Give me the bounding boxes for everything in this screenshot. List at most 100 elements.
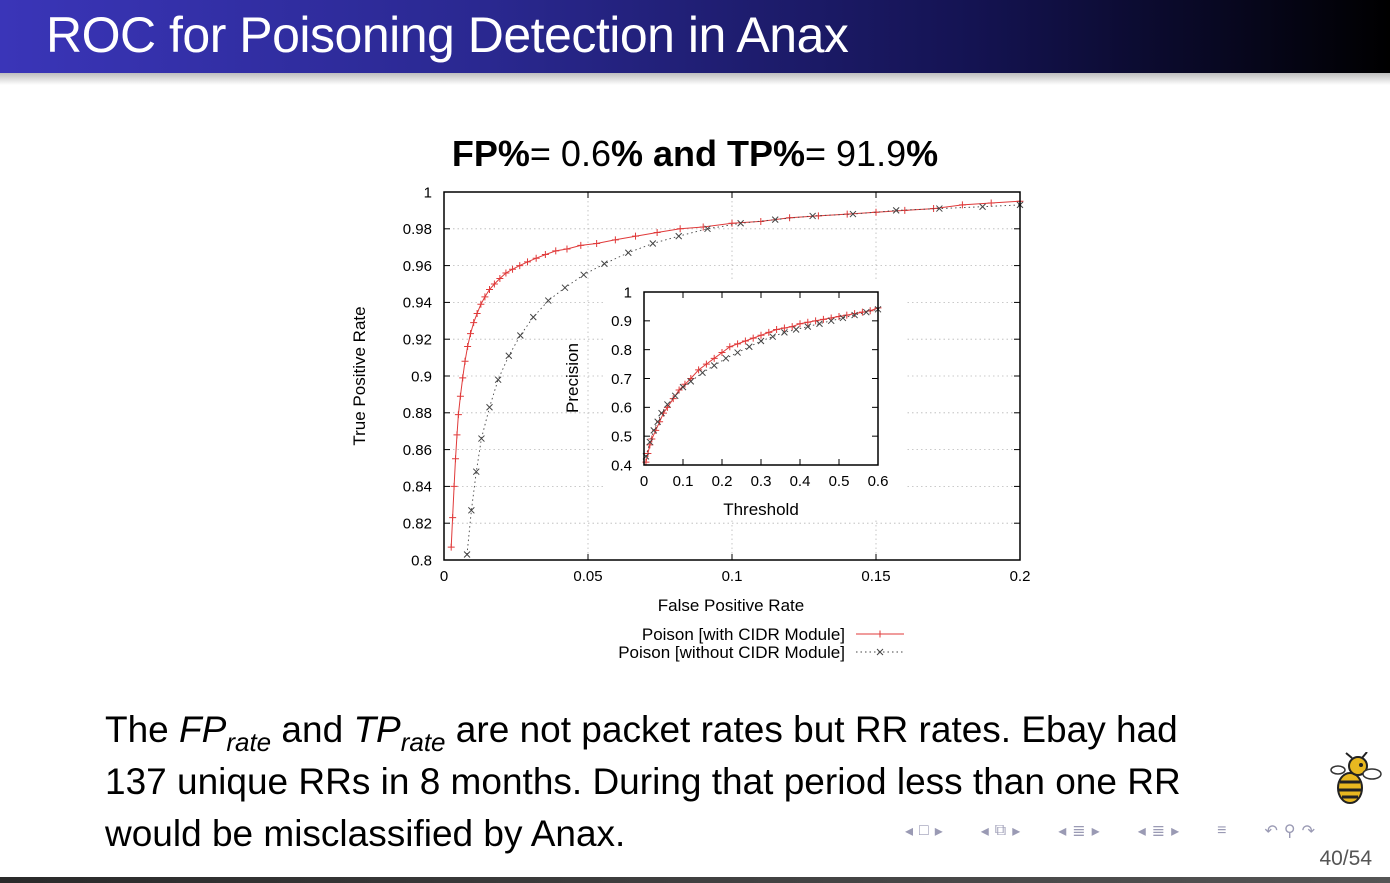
arrow-left-icon[interactable]: ◂	[1137, 823, 1146, 840]
inset-point-with-cidr	[669, 395, 677, 403]
inset-y-tick-label: 0.5	[611, 428, 632, 445]
align-icon[interactable]: ≡	[1217, 822, 1227, 839]
main-y-tick-label: 0.98	[403, 221, 432, 238]
body-text-3: are not packet rates but RR rates. Ebay …	[105, 709, 1181, 854]
main-point-without-cidr	[649, 240, 657, 247]
chart-title-tp-percent: %	[906, 133, 938, 174]
inset-point-without-cidr	[722, 354, 730, 362]
main-point-without-cidr	[675, 232, 683, 240]
title-bar-shadow	[0, 73, 1390, 85]
inset-point-with-cidr	[749, 334, 757, 342]
undo-icon[interactable]: ↶	[1264, 823, 1278, 840]
arrow-left-icon[interactable]: ◂	[905, 823, 914, 840]
main-point-with-cidr	[541, 251, 549, 259]
inset-point-without-cidr	[734, 349, 741, 356]
page-current: 40	[1319, 847, 1343, 870]
main-point-with-cidr	[477, 300, 485, 308]
inset-point-with-cidr	[788, 323, 796, 331]
main-point-without-cidr	[463, 551, 471, 558]
fp-term: FP	[179, 709, 227, 750]
main-point-without-cidr	[486, 403, 493, 411]
main-x-axis-label: False Positive Rate	[658, 596, 804, 615]
main-y-tick-label: 1	[424, 184, 432, 201]
body-text-1: The	[105, 709, 180, 750]
main-point-with-cidr	[524, 258, 532, 266]
inset-point-with-cidr	[675, 386, 683, 394]
main-point-with-cidr	[481, 293, 489, 301]
main-point-with-cidr	[843, 210, 851, 218]
main-point-with-cidr	[552, 247, 560, 255]
slide-body-text: The FPrate and TPrate are not packet rat…	[105, 704, 1245, 860]
inset-point-with-cidr	[804, 318, 812, 326]
main-point-with-cidr	[454, 411, 462, 419]
title-bar	[0, 0, 1390, 73]
inset-point-without-cidr	[851, 311, 858, 319]
main-point-with-cidr	[456, 392, 464, 400]
main-point-without-cidr	[809, 212, 816, 220]
main-point-with-cidr	[577, 241, 585, 249]
arrow-left-icon[interactable]: ◂	[980, 823, 989, 840]
inset-point-without-cidr	[658, 409, 665, 417]
inset-point-without-cidr	[792, 326, 800, 333]
main-y-tick-label: 0.86	[403, 442, 432, 459]
chart-title: FP%= 0.6% and TP%= 91.9%	[452, 133, 938, 174]
inset-point-with-cidr	[780, 324, 788, 332]
main-point-with-cidr	[450, 482, 458, 490]
inset-point-with-cidr	[796, 320, 804, 328]
main-y-tick-label: 0.8	[411, 552, 432, 569]
main-point-with-cidr	[490, 280, 498, 288]
inset-point-without-cidr	[816, 320, 823, 328]
main-y-tick-label: 0.92	[403, 331, 432, 348]
legend-label-with-cidr: Poison [with CIDR Module]	[642, 625, 845, 644]
inset-x-tick-label: 0.6	[868, 473, 889, 490]
section-list-icon[interactable]: ≣	[1151, 823, 1166, 840]
roc-chart: FP%= 0.6% and TP%= 91.9% 0 0.05 0.1 0.15 0.2…	[350, 133, 1030, 662]
tp-term: TP	[353, 709, 401, 750]
main-point-with-cidr	[459, 374, 467, 382]
main-point-without-cidr	[516, 332, 524, 339]
inset-point-with-cidr	[695, 366, 703, 374]
inset-point-without-cidr	[781, 329, 788, 336]
arrow-right-icon[interactable]: ▸	[1091, 823, 1100, 840]
main-point-without-cidr	[624, 249, 632, 257]
inset-x-tick-label: 0.2	[712, 473, 733, 490]
legend-label-without-cidr: Poison [without CIDR Module]	[618, 643, 845, 662]
section-icon[interactable]: ≣	[1072, 823, 1086, 840]
inset-x-tick-label: 0	[640, 473, 648, 490]
main-point-without-cidr	[561, 284, 569, 292]
inset-point-with-cidr	[843, 311, 851, 319]
main-point-with-cidr	[453, 431, 461, 439]
inset-y-tick-label: 0.8	[611, 342, 632, 359]
main-point-with-cidr	[653, 228, 661, 236]
inset-y-tick-label: 0.9	[611, 313, 632, 330]
main-point-with-cidr	[516, 262, 524, 270]
inset-point-without-cidr	[839, 314, 847, 322]
arrow-right-icon[interactable]: ▸	[1171, 823, 1180, 840]
main-point-with-cidr	[532, 254, 540, 262]
inset-y-axis-label: Precision	[563, 343, 582, 413]
inset-point-with-cidr	[773, 325, 781, 333]
main-y-tick-label: 0.9	[411, 368, 432, 385]
arrow-left-icon[interactable]: ◂	[1058, 823, 1067, 840]
arrow-right-icon[interactable]: ▸	[934, 823, 943, 840]
legend: Poison [with CIDR Module] Poison [withou…	[618, 625, 904, 662]
main-y-tick-label: 0.82	[403, 515, 432, 532]
tp-term-subscript: rate	[400, 727, 446, 757]
inset-y-tick-label: 1	[624, 284, 632, 301]
subsection-icon[interactable]: ⧉	[994, 822, 1007, 839]
main-point-with-cidr	[593, 240, 601, 248]
inset-point-with-cidr	[702, 360, 710, 368]
inset-point-with-cidr	[710, 354, 718, 362]
inset-x-tick-label: 0.5	[829, 473, 850, 490]
main-point-with-cidr	[449, 514, 457, 522]
inset-x-tick-label: 0.4	[790, 473, 811, 490]
inset-y-tick-label: 0.7	[611, 371, 632, 388]
search-icon[interactable]: ⚲	[1283, 823, 1296, 840]
main-series	[447, 197, 1024, 558]
inset-plot-frame	[643, 291, 879, 466]
redo-icon[interactable]: ↷	[1301, 823, 1316, 840]
main-point-with-cidr	[676, 225, 684, 233]
arrow-right-icon[interactable]: ▸	[1012, 823, 1021, 840]
frame-icon[interactable]: □	[919, 822, 929, 839]
main-point-without-cidr	[601, 260, 608, 268]
